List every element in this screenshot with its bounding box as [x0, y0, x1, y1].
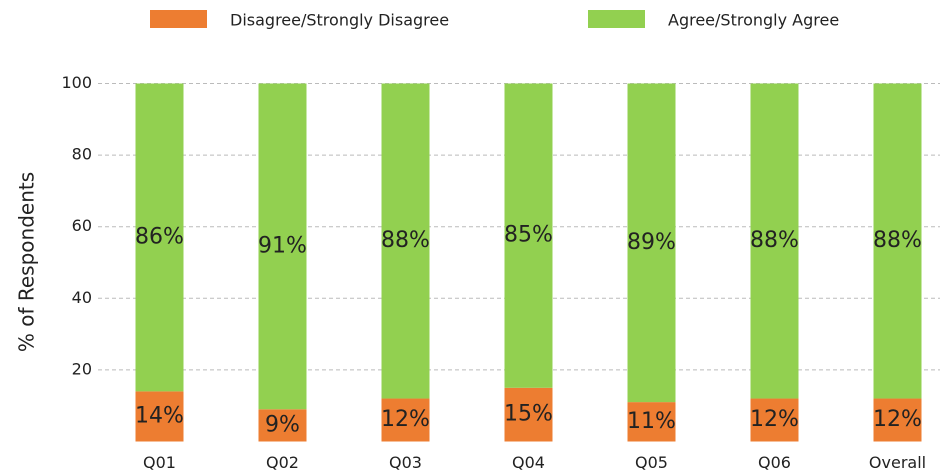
- value-label: 85%: [504, 223, 553, 248]
- value-label: 15%: [504, 402, 553, 427]
- bar-segment: [258, 83, 307, 410]
- bar-segment: [258, 409, 307, 442]
- x-tick-label: Q06: [758, 453, 791, 472]
- x-tick-label: Q05: [635, 453, 668, 472]
- value-label: 12%: [873, 407, 922, 432]
- x-tick-label: Q04: [512, 453, 545, 472]
- legend-label: Agree/Strongly Agree: [668, 11, 839, 30]
- bar-segment: [504, 83, 553, 388]
- x-tick-label: Overall: [869, 453, 926, 472]
- x-tick-label: Q02: [266, 453, 299, 472]
- y-axis-label: % of Respondents: [15, 172, 39, 352]
- y-tick-label: 80: [72, 145, 92, 164]
- x-tick-label: Q01: [143, 453, 176, 472]
- bar-segment: [381, 398, 430, 442]
- y-tick-label: 60: [72, 216, 92, 235]
- bar-segment: [381, 83, 430, 399]
- y-tick-label: 20: [72, 359, 92, 378]
- bar-segment: [750, 398, 799, 442]
- legend-swatch: [150, 10, 207, 28]
- value-label: 91%: [258, 233, 307, 258]
- bar-segment: [873, 398, 922, 442]
- bar-segment: [135, 391, 184, 442]
- value-label: 12%: [381, 407, 430, 432]
- value-label: 11%: [627, 409, 676, 434]
- legend-label: Disagree/Strongly Disagree: [230, 11, 449, 30]
- value-label: 14%: [135, 403, 184, 428]
- bar-segment: [873, 83, 922, 399]
- value-label: 89%: [627, 230, 676, 255]
- bar-segment: [750, 83, 799, 399]
- bar-segment: [135, 83, 184, 392]
- y-tick-label: 100: [61, 73, 92, 92]
- value-label: 88%: [750, 228, 799, 253]
- bar-segment: [627, 83, 676, 403]
- value-label: 12%: [750, 407, 799, 432]
- bar-segment: [627, 402, 676, 442]
- legend-swatch: [588, 10, 645, 28]
- value-label: 9%: [265, 412, 300, 437]
- bar-segment: [504, 387, 553, 442]
- x-tick-label: Q03: [389, 453, 422, 472]
- value-label: 86%: [135, 224, 184, 249]
- value-label: 88%: [381, 228, 430, 253]
- y-tick-label: 40: [72, 288, 92, 307]
- value-label: 88%: [873, 228, 922, 253]
